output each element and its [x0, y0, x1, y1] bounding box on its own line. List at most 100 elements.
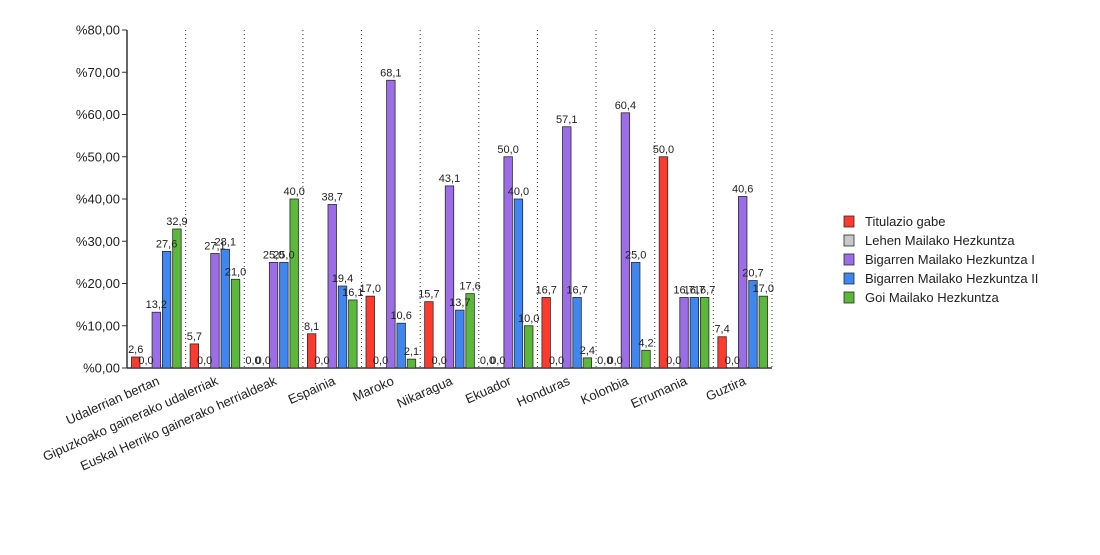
data-label: 16,7	[694, 284, 715, 296]
bar	[268, 261, 279, 369]
bar	[337, 285, 348, 369]
bar	[396, 322, 406, 369]
x-category-label: Maroko	[350, 373, 396, 404]
data-label: 25,0	[625, 249, 646, 261]
x-category-label: Ekuador	[463, 373, 514, 407]
data-label: 21,0	[225, 266, 246, 278]
data-label: 5,7	[187, 331, 202, 343]
data-label: 7,4	[714, 324, 729, 336]
y-tick-label: %40,00	[76, 192, 120, 207]
data-label: 27,1	[204, 241, 225, 253]
legend-label: Goi Mailako Hezkuntza	[865, 290, 999, 305]
data-label: 13,2	[146, 299, 167, 311]
data-label: 43,1	[439, 173, 460, 185]
bar	[689, 297, 699, 369]
bar	[455, 309, 465, 369]
data-label: 0,0	[597, 355, 612, 367]
bar	[151, 311, 161, 369]
data-label: 17,6	[459, 281, 480, 293]
legend-label: Bigarren Mailako Hezkuntza II	[865, 271, 1038, 286]
bar	[131, 356, 141, 369]
axis-layer: %0,00 %10,00 %20,00 %30,00 %40,00 %50,00 %60,0…	[76, 23, 772, 376]
bar	[189, 343, 200, 369]
bar	[513, 198, 524, 369]
data-label: 16,7	[535, 284, 556, 296]
data-label: 2,1	[404, 346, 419, 358]
y-tick-label: %80,00	[76, 23, 120, 38]
data-label: 0,0	[480, 355, 495, 367]
bar	[748, 280, 758, 369]
data-label: 16,1	[342, 287, 363, 299]
bar	[620, 112, 631, 369]
legend: Titulazio gabe Lehen Mailako Hezkuntza Big…	[843, 214, 1038, 305]
bar	[406, 358, 417, 369]
y-tick-label: %20,00	[76, 276, 120, 291]
data-label: 25,0	[273, 249, 294, 261]
bar	[424, 301, 434, 369]
bar	[465, 293, 475, 369]
legend-swatch	[843, 215, 855, 228]
data-label: 2,6	[128, 344, 143, 356]
data-label: 0,0	[607, 355, 622, 367]
data-label: 15,7	[418, 289, 439, 301]
data-label: 0,0	[666, 355, 681, 367]
bar	[524, 325, 534, 369]
bar	[306, 333, 317, 369]
bar	[582, 357, 593, 369]
data-label: 60,4	[615, 100, 636, 112]
bar	[210, 253, 220, 369]
legend-swatch	[843, 253, 855, 266]
bar	[230, 278, 241, 369]
data-label: 0,0	[432, 355, 447, 367]
legend-swatch	[843, 234, 855, 247]
bar	[220, 248, 230, 369]
data-label: 10,0	[518, 313, 539, 325]
legend-swatch	[843, 291, 855, 304]
data-label: 50,0	[653, 144, 674, 156]
x-category-label: Guztira	[704, 373, 749, 404]
data-label: 38,7	[322, 191, 343, 203]
legend-label: Titulazio gabe	[865, 214, 945, 229]
data-label: 17,0	[360, 283, 381, 295]
data-label: 0,0	[314, 355, 329, 367]
bar	[279, 261, 289, 369]
data-label: 0,0	[725, 355, 740, 367]
bar	[172, 228, 182, 369]
data-label: 4,2	[638, 337, 653, 349]
y-tick-label: %30,00	[76, 234, 120, 249]
x-category-label: Kolonbia	[578, 373, 631, 408]
bar	[699, 297, 710, 369]
y-tick-label: %50,00	[76, 149, 120, 164]
legend-label: Bigarren Mailako Hezkuntza I	[865, 252, 1035, 267]
data-label: 28,1	[215, 236, 236, 248]
data-label: 16,7	[566, 284, 587, 296]
legend-swatch	[843, 272, 855, 285]
bar	[386, 79, 396, 369]
data-label: 68,1	[380, 67, 401, 79]
x-category-label: Espainia	[286, 373, 338, 407]
bar	[572, 297, 582, 369]
data-label: 13,7	[449, 297, 470, 309]
data-label: 16,7	[673, 284, 694, 296]
data-label: 0,0	[197, 355, 212, 367]
y-tick-label: %60,00	[76, 107, 120, 122]
data-labels-layer: 2,60,013,227,632,95,70,027,128,121,00,00…	[128, 67, 774, 367]
bar	[717, 336, 727, 369]
data-label: 40,0	[283, 186, 304, 198]
data-label: 25,0	[263, 249, 284, 261]
data-label: 27,6	[156, 238, 177, 250]
y-tick-label: %70,00	[76, 65, 120, 80]
bar	[631, 261, 641, 369]
legend-label: Lehen Mailako Hezkuntza	[865, 233, 1015, 248]
x-category-label: Honduras	[514, 373, 572, 410]
data-label: 20,7	[742, 268, 763, 280]
bar	[161, 250, 172, 369]
data-label: 2,4	[580, 345, 595, 357]
x-category-label: Errumania	[628, 373, 690, 411]
bar	[738, 196, 748, 369]
data-label: 0,0	[256, 355, 271, 367]
bar	[562, 126, 572, 369]
